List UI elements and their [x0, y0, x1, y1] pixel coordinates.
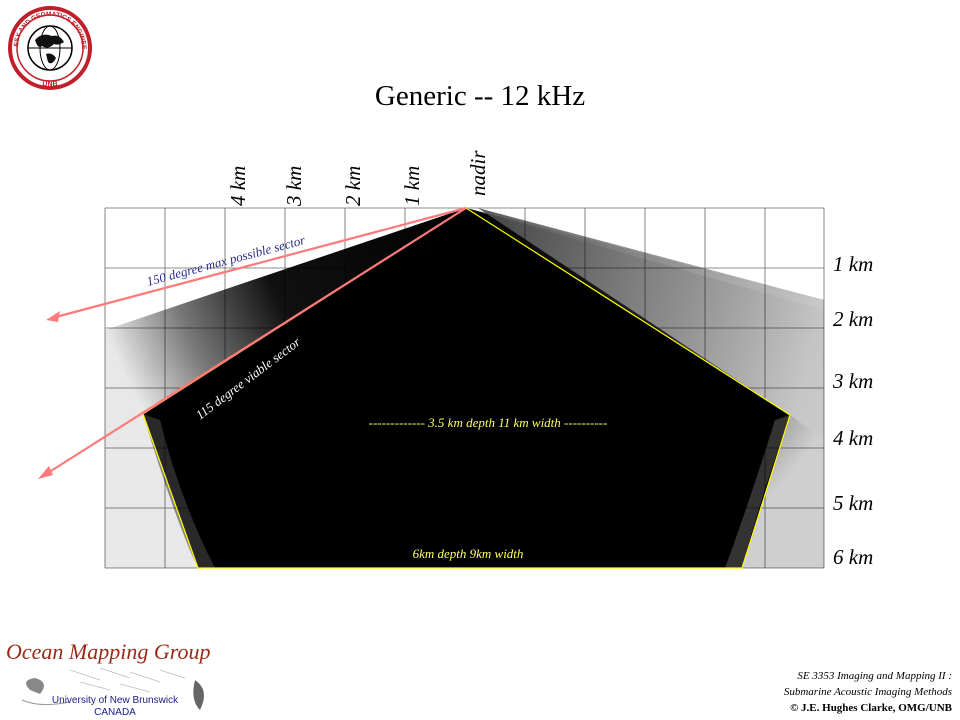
- across-track-label-1km: 1 km: [400, 165, 424, 206]
- depth-label-1km: 1 km: [833, 252, 874, 276]
- depth-3-5km-label: ------------- 3.5 km depth 11 km width -…: [369, 415, 608, 430]
- depth-label-3km: 3 km: [833, 369, 874, 393]
- depth-label-4km: 4 km: [833, 426, 874, 450]
- ocean-mapping-fish-graphic: [10, 660, 220, 720]
- group-name: Ocean Mapping Group: [6, 639, 211, 664]
- depth-label-5km: 5 km: [833, 491, 874, 515]
- across-track-label-2km: 2 km: [341, 165, 365, 206]
- unb-geodesy-logo: GEODESY AND GEOMATICS ENGINEERING UNB: [8, 6, 92, 90]
- depth-6km-label: 6km depth 9km width: [413, 546, 524, 561]
- copyright: © J.E. Hughes Clarke, OMG/UNB: [790, 702, 952, 714]
- depth-label-2km: 2 km: [833, 307, 874, 331]
- max-sector-line: [46, 206, 467, 322]
- coverage-outline: [142, 207, 791, 569]
- country-name: CANADA: [94, 707, 136, 718]
- across-track-label-nadir: nadir: [466, 150, 490, 196]
- logo-ring-bottom: UNB: [42, 81, 57, 88]
- course-subtitle: Submarine Acoustic Imaging Methods: [783, 686, 952, 698]
- viable-sector-line: [38, 207, 467, 479]
- across-track-label-3km: 3 km: [282, 165, 306, 206]
- university-name: University of New Brunswick: [51, 695, 179, 706]
- across-track-label-4km: 4 km: [226, 165, 250, 206]
- right-wedge: [478, 208, 824, 440]
- course-title: SE 3353 Imaging and Mapping II :: [797, 670, 952, 682]
- page-title: Generic -- 12 kHz: [374, 80, 586, 112]
- depth-label-6km: 6 km: [833, 545, 874, 569]
